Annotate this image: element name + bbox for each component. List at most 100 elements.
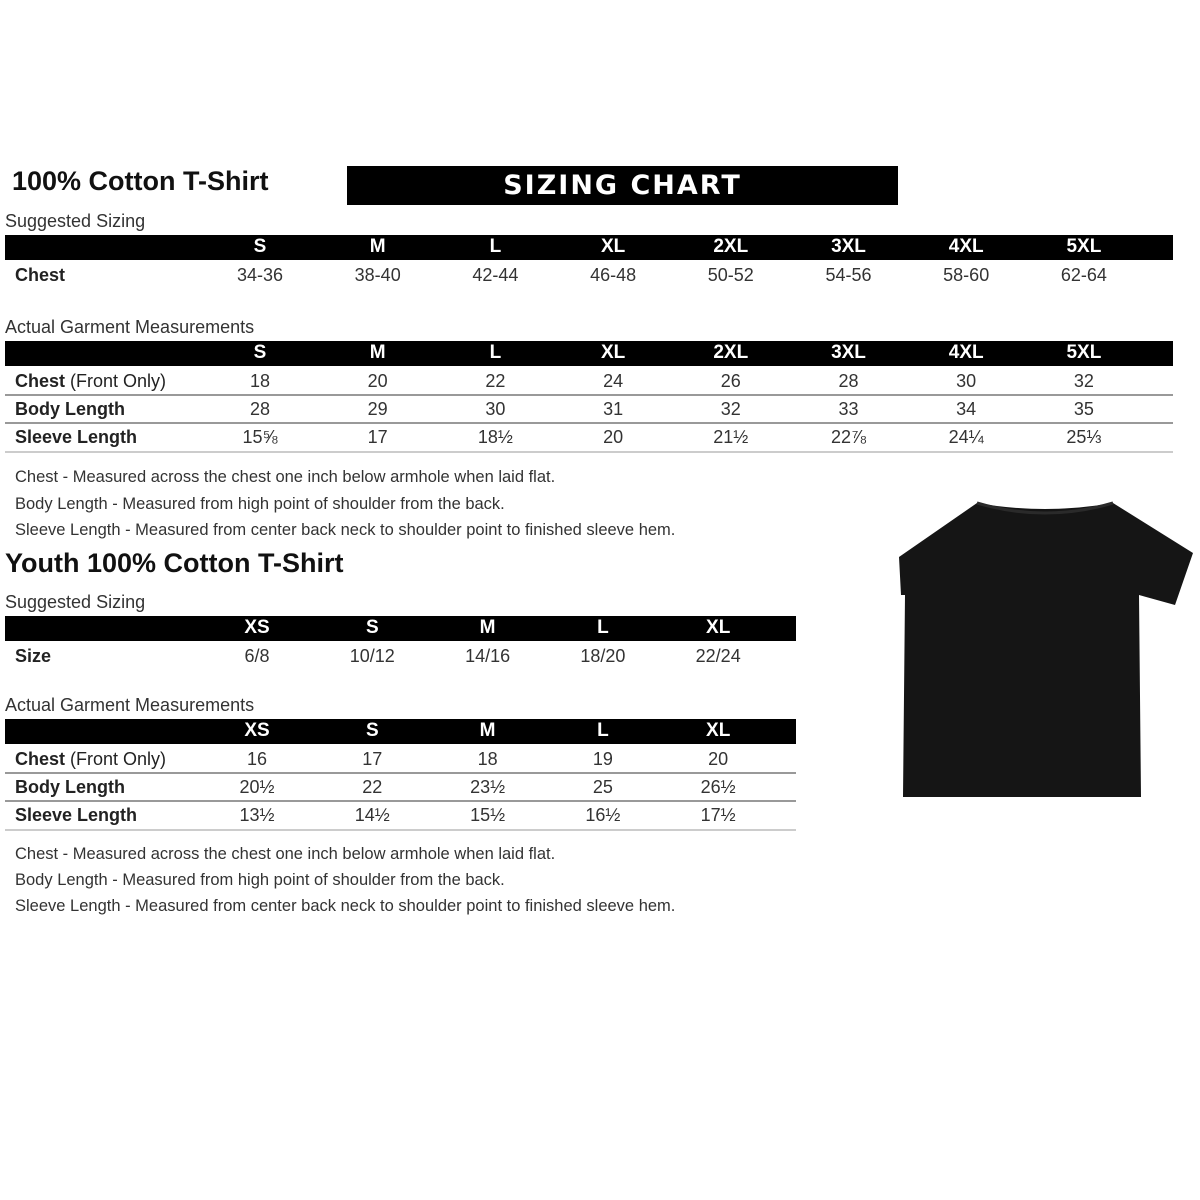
table-cell: 50-52	[707, 265, 754, 285]
size-header: XS	[244, 720, 270, 741]
table-cell: 58-60	[943, 265, 990, 285]
row-label-suffix: (Front Only)	[65, 749, 167, 769]
table-cell: 15⅝	[242, 427, 278, 447]
row-label: Sleeve Length	[15, 427, 137, 448]
size-header: M	[369, 342, 386, 363]
size-header: 4XL	[948, 236, 984, 257]
table-cell: 14/16	[465, 646, 511, 666]
table-cell: 22	[485, 371, 506, 391]
size-header: XL	[600, 342, 626, 363]
table-cell: 18/20	[580, 646, 626, 666]
row-divider	[5, 829, 796, 831]
table-cell: 20	[367, 371, 388, 391]
row-label-text: Body Length	[15, 777, 125, 797]
youth-suggested-label: Suggested Sizing	[5, 592, 146, 612]
size-header: L	[489, 236, 502, 257]
table-cell: 22	[362, 777, 383, 797]
size-header: S	[365, 720, 379, 741]
size-header: 5XL	[1066, 342, 1102, 363]
youth-note-chest: Chest - Measured across the chest one in…	[15, 845, 556, 863]
row-divider	[5, 800, 796, 802]
size-header: L	[597, 720, 609, 741]
header-bar	[5, 616, 796, 641]
row-label-text: Sleeve Length	[15, 805, 138, 825]
table-cell: 38-40	[354, 265, 401, 285]
row-label-suffix: (Front Only)	[65, 371, 167, 391]
size-header: XL	[706, 617, 731, 638]
table-cell: 35	[1073, 399, 1094, 419]
table-cell: 17	[362, 749, 383, 769]
adult-note-chest: Chest - Measured across the chest one in…	[15, 468, 556, 486]
table-cell: 62-64	[1060, 265, 1107, 285]
table-cell: 22⅞	[830, 427, 867, 447]
table-cell: 6/8	[244, 646, 270, 666]
header-bar	[5, 719, 796, 744]
youth-note-sleeve: Sleeve Length - Measured from center bac…	[15, 897, 676, 915]
table-cell: 18½	[477, 427, 513, 447]
size-header: M	[369, 236, 386, 257]
size-header: 2XL	[713, 236, 749, 257]
size-header: 3XL	[831, 236, 866, 257]
table-cell: 33	[838, 399, 859, 419]
header-bar	[5, 235, 1173, 260]
table-cell: 30	[956, 371, 977, 391]
table-cell: 28	[249, 399, 271, 419]
table-cell: 26	[720, 371, 741, 391]
table-cell: 28	[838, 371, 859, 391]
table-cell: 30	[485, 399, 506, 419]
row-divider	[5, 394, 1173, 396]
size-header: S	[253, 236, 267, 257]
table-cell: 24¼	[948, 427, 984, 447]
size-header: M	[479, 617, 496, 638]
table-cell: 18	[477, 749, 498, 769]
table-cell: 20	[708, 749, 729, 769]
table-cell: 29	[367, 399, 388, 419]
table-cell: 25⅓	[1066, 427, 1102, 447]
tshirt-icon	[899, 501, 1193, 797]
table-cell: 10/12	[349, 646, 395, 666]
youth-note-body: Body Length - Measured from high point o…	[15, 871, 505, 889]
row-label: Size	[15, 646, 51, 667]
row-divider	[5, 422, 1173, 424]
size-header: L	[489, 342, 502, 363]
size-header: M	[479, 720, 496, 741]
table-cell: 26½	[700, 777, 736, 797]
adult-actual-label: Actual Garment Measurements	[5, 317, 255, 337]
row-label-text: Chest	[15, 265, 66, 285]
table-cell: 34	[956, 399, 977, 419]
table-cell: 17½	[700, 805, 736, 825]
table-cell: 20	[603, 427, 624, 447]
table-cell: 24	[603, 371, 624, 391]
row-label: Body Length	[15, 777, 125, 798]
sizing-chart-banner: SIZING CHART	[347, 166, 898, 205]
table-cell: 42-44	[472, 265, 519, 285]
table-cell: 25	[592, 777, 613, 797]
size-header: 2XL	[713, 342, 749, 363]
table-cell: 54-56	[825, 265, 872, 285]
size-header: S	[253, 342, 267, 363]
table-cell: 31	[603, 399, 624, 419]
table-cell: 19	[592, 749, 613, 769]
table-cell: 16½	[585, 805, 621, 825]
row-label-text: Chest	[15, 749, 66, 769]
row-label: Chest (Front Only)	[15, 749, 166, 770]
row-label-text: Sleeve Length	[15, 427, 138, 447]
row-label: Sleeve Length	[15, 805, 137, 826]
table-cell: 21½	[713, 427, 749, 447]
adult-suggested-label: Suggested Sizing	[5, 211, 146, 231]
row-divider	[5, 772, 796, 774]
size-header: S	[365, 617, 379, 638]
table-cell: 20½	[239, 777, 275, 797]
table-cell: 17	[367, 427, 388, 447]
table-cell: 23½	[470, 777, 506, 797]
adult-note-body: Body Length - Measured from high point o…	[15, 495, 505, 513]
row-label: Body Length	[15, 399, 125, 420]
size-header: 4XL	[948, 342, 984, 363]
table-cell: 14½	[354, 805, 390, 825]
size-header: XL	[600, 236, 626, 257]
table-cell: 13½	[239, 805, 275, 825]
table-cell: 16	[246, 749, 268, 769]
row-label: Chest	[15, 265, 65, 286]
table-cell: 32	[720, 399, 741, 419]
